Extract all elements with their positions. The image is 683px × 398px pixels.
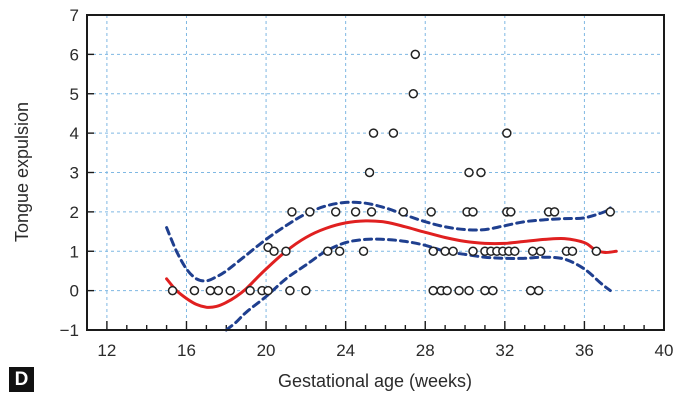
data-point <box>225 285 236 296</box>
data-point <box>468 246 478 256</box>
data-point <box>440 246 450 256</box>
data-point <box>334 246 345 256</box>
data-point <box>269 246 279 256</box>
fitted-curve-layer <box>165 219 618 309</box>
data-point <box>448 246 458 256</box>
data-point <box>442 285 452 296</box>
data-point <box>567 246 578 256</box>
data-point <box>350 207 361 217</box>
data-point <box>322 246 333 256</box>
gridlines <box>87 15 664 330</box>
data-point <box>281 246 291 256</box>
y-axis-label: Tongue expulsion <box>12 102 32 242</box>
data-point <box>480 285 490 296</box>
data-point <box>368 128 379 138</box>
data-point <box>428 246 438 256</box>
data-point <box>305 207 315 217</box>
data-point <box>510 246 520 256</box>
data-point <box>301 285 311 296</box>
data-point <box>287 207 297 217</box>
y-tick-label: 6 <box>70 45 79 64</box>
data-point <box>468 207 478 217</box>
y-tick-label: 0 <box>70 282 79 301</box>
data-point <box>476 167 486 178</box>
data-point <box>527 246 538 256</box>
data-point <box>213 285 224 296</box>
y-tick-label: −1 <box>60 321 79 340</box>
data-point <box>426 207 436 217</box>
y-tick-label: 4 <box>70 124 79 143</box>
x-tick-label: 12 <box>97 341 116 360</box>
data-point <box>454 285 464 296</box>
y-tick-label: 3 <box>70 164 79 183</box>
data-point <box>410 49 421 60</box>
x-tick-label: 24 <box>336 341 355 360</box>
data-point <box>488 285 498 296</box>
data-point <box>398 207 409 217</box>
data-point <box>525 285 536 296</box>
confidence-band-layer <box>165 200 612 332</box>
data-point <box>205 285 216 296</box>
data-point <box>358 246 369 256</box>
data-point <box>535 246 546 256</box>
data-point <box>388 128 399 138</box>
fitted-curve-line <box>165 219 618 309</box>
y-tick-labels: −1 0 1 2 3 4 5 6 7 <box>60 6 79 340</box>
data-point <box>502 128 512 138</box>
upper-confidence-band-line <box>165 200 612 283</box>
data-point <box>464 285 474 296</box>
panel-letter-badge: D <box>9 367 34 392</box>
data-point <box>263 285 273 296</box>
data-point <box>506 207 516 217</box>
data-point <box>167 285 178 296</box>
data-point <box>605 207 616 217</box>
x-tick-label: 32 <box>495 341 514 360</box>
x-tick-label: 16 <box>177 341 196 360</box>
y-tick-label: 2 <box>70 203 79 222</box>
x-tick-label: 20 <box>257 341 276 360</box>
data-point <box>245 285 255 296</box>
y-tick-label: 1 <box>70 242 79 261</box>
data-point <box>189 285 200 296</box>
y-tick-label: 5 <box>70 85 79 104</box>
x-tick-label: 40 <box>655 341 674 360</box>
x-tick-label: 28 <box>416 341 435 360</box>
observation-points <box>167 49 616 296</box>
x-tick-labels: 12 16 20 24 28 32 36 40 <box>97 341 673 360</box>
x-tick-label: 36 <box>575 341 594 360</box>
data-point <box>549 207 560 217</box>
x-axis-label: Gestational age (weeks) <box>278 371 472 391</box>
data-point <box>364 167 375 178</box>
data-point <box>408 89 419 99</box>
y-tick-label: 7 <box>70 6 79 25</box>
data-point <box>330 207 341 217</box>
lower-confidence-band-line <box>224 237 612 332</box>
plot-frame <box>86 14 665 331</box>
data-point <box>533 285 544 296</box>
data-point <box>366 207 377 217</box>
data-point <box>428 285 438 296</box>
data-point <box>591 246 602 256</box>
data-point <box>464 167 474 178</box>
data-point <box>285 285 295 296</box>
